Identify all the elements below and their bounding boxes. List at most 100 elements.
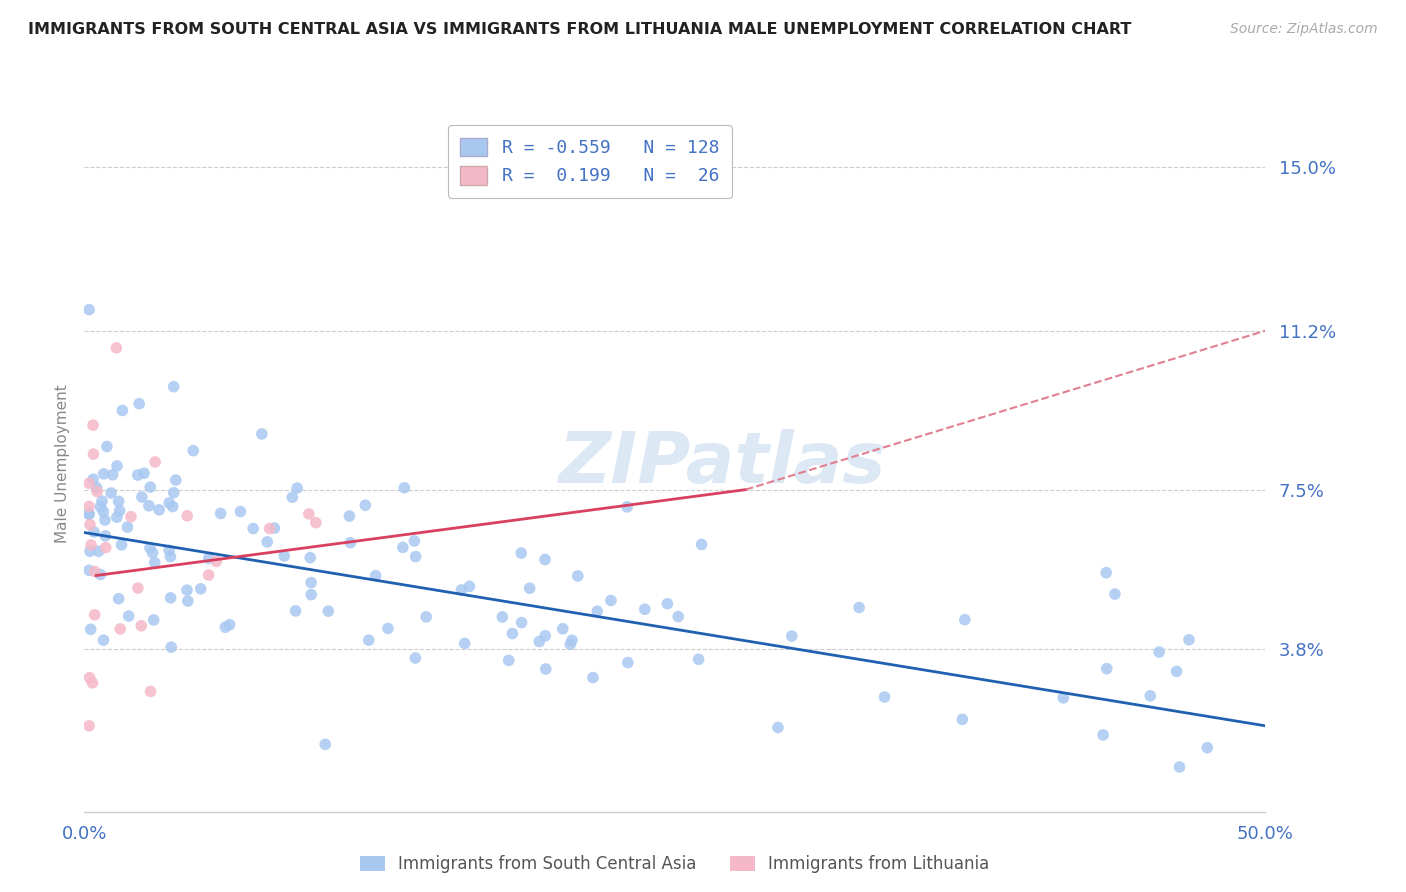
Point: [1166, 665, 1188, 679]
Point: [93, 633, 115, 648]
Point: [190, 582, 212, 596]
Point: [688, 652, 710, 666]
Point: [1197, 740, 1219, 755]
Point: [1092, 728, 1115, 742]
Point: [80, 622, 103, 636]
Point: [666, 609, 689, 624]
Point: [299, 575, 322, 590]
Point: [205, 554, 228, 568]
Point: [209, 507, 232, 521]
Point: [600, 593, 623, 607]
Point: [176, 583, 198, 598]
Point: [108, 504, 131, 518]
Point: [105, 341, 128, 355]
Point: [250, 426, 273, 441]
Point: [82, 472, 104, 486]
Point: [143, 556, 166, 570]
Point: [162, 500, 184, 514]
Point: [634, 602, 657, 616]
Point: [534, 629, 557, 643]
Point: [1147, 645, 1170, 659]
Point: [953, 613, 976, 627]
Point: [91, 494, 114, 508]
Point: [780, 629, 803, 643]
Point: [83, 524, 105, 539]
Point: [100, 486, 122, 500]
Point: [617, 656, 640, 670]
Point: [392, 541, 415, 555]
Point: [285, 481, 308, 495]
Point: [77, 508, 100, 522]
Point: [299, 550, 322, 565]
Point: [82, 418, 104, 433]
Point: [176, 508, 198, 523]
Point: [148, 503, 170, 517]
Point: [510, 546, 533, 560]
Point: [82, 447, 104, 461]
Point: [229, 505, 252, 519]
Point: [110, 622, 132, 636]
Point: [510, 615, 533, 630]
Point: [498, 653, 520, 667]
Point: [491, 610, 513, 624]
Point: [284, 604, 307, 618]
Point: [218, 617, 240, 632]
Point: [107, 591, 129, 606]
Point: [281, 490, 304, 504]
Point: [567, 569, 589, 583]
Point: [129, 619, 152, 633]
Point: [79, 544, 101, 558]
Point: [586, 604, 609, 618]
Point: [96, 440, 118, 454]
Point: [159, 591, 181, 605]
Text: ZIPatlas: ZIPatlas: [558, 429, 886, 499]
Point: [848, 600, 870, 615]
Legend: Immigrants from South Central Asia, Immigrants from Lithuania: Immigrants from South Central Asia, Immi…: [353, 848, 997, 880]
Point: [377, 622, 399, 636]
Point: [357, 633, 380, 648]
Point: [159, 549, 181, 564]
Point: [105, 458, 128, 473]
Point: [89, 567, 111, 582]
Point: [299, 588, 322, 602]
Point: [111, 403, 134, 417]
Point: [364, 568, 387, 582]
Point: [86, 484, 108, 499]
Point: [82, 676, 104, 690]
Point: [127, 468, 149, 483]
Point: [142, 546, 165, 560]
Point: [314, 737, 336, 751]
Point: [873, 690, 896, 704]
Point: [561, 633, 583, 648]
Point: [131, 490, 153, 504]
Point: [139, 541, 162, 555]
Point: [87, 544, 110, 558]
Point: [157, 496, 180, 510]
Point: [339, 535, 361, 549]
Point: [501, 626, 523, 640]
Point: [77, 302, 100, 317]
Point: [259, 522, 281, 536]
Point: [766, 721, 789, 735]
Point: [405, 549, 427, 564]
Point: [450, 582, 472, 597]
Point: [77, 563, 100, 577]
Point: [117, 520, 139, 534]
Text: Source: ZipAtlas.com: Source: ZipAtlas.com: [1230, 22, 1378, 37]
Point: [110, 538, 132, 552]
Point: [519, 581, 541, 595]
Point: [128, 397, 150, 411]
Point: [79, 671, 101, 685]
Point: [256, 535, 278, 549]
Text: IMMIGRANTS FROM SOUTH CENTRAL ASIA VS IMMIGRANTS FROM LITHUANIA MALE UNEMPLOYMEN: IMMIGRANTS FROM SOUTH CENTRAL ASIA VS IM…: [28, 22, 1132, 37]
Point: [83, 565, 105, 579]
Point: [560, 637, 582, 651]
Point: [91, 505, 114, 519]
Point: [415, 610, 437, 624]
Point: [139, 684, 162, 698]
Point: [534, 552, 557, 566]
Point: [529, 634, 551, 648]
Point: [305, 516, 328, 530]
Point: [354, 498, 377, 512]
Point: [404, 651, 426, 665]
